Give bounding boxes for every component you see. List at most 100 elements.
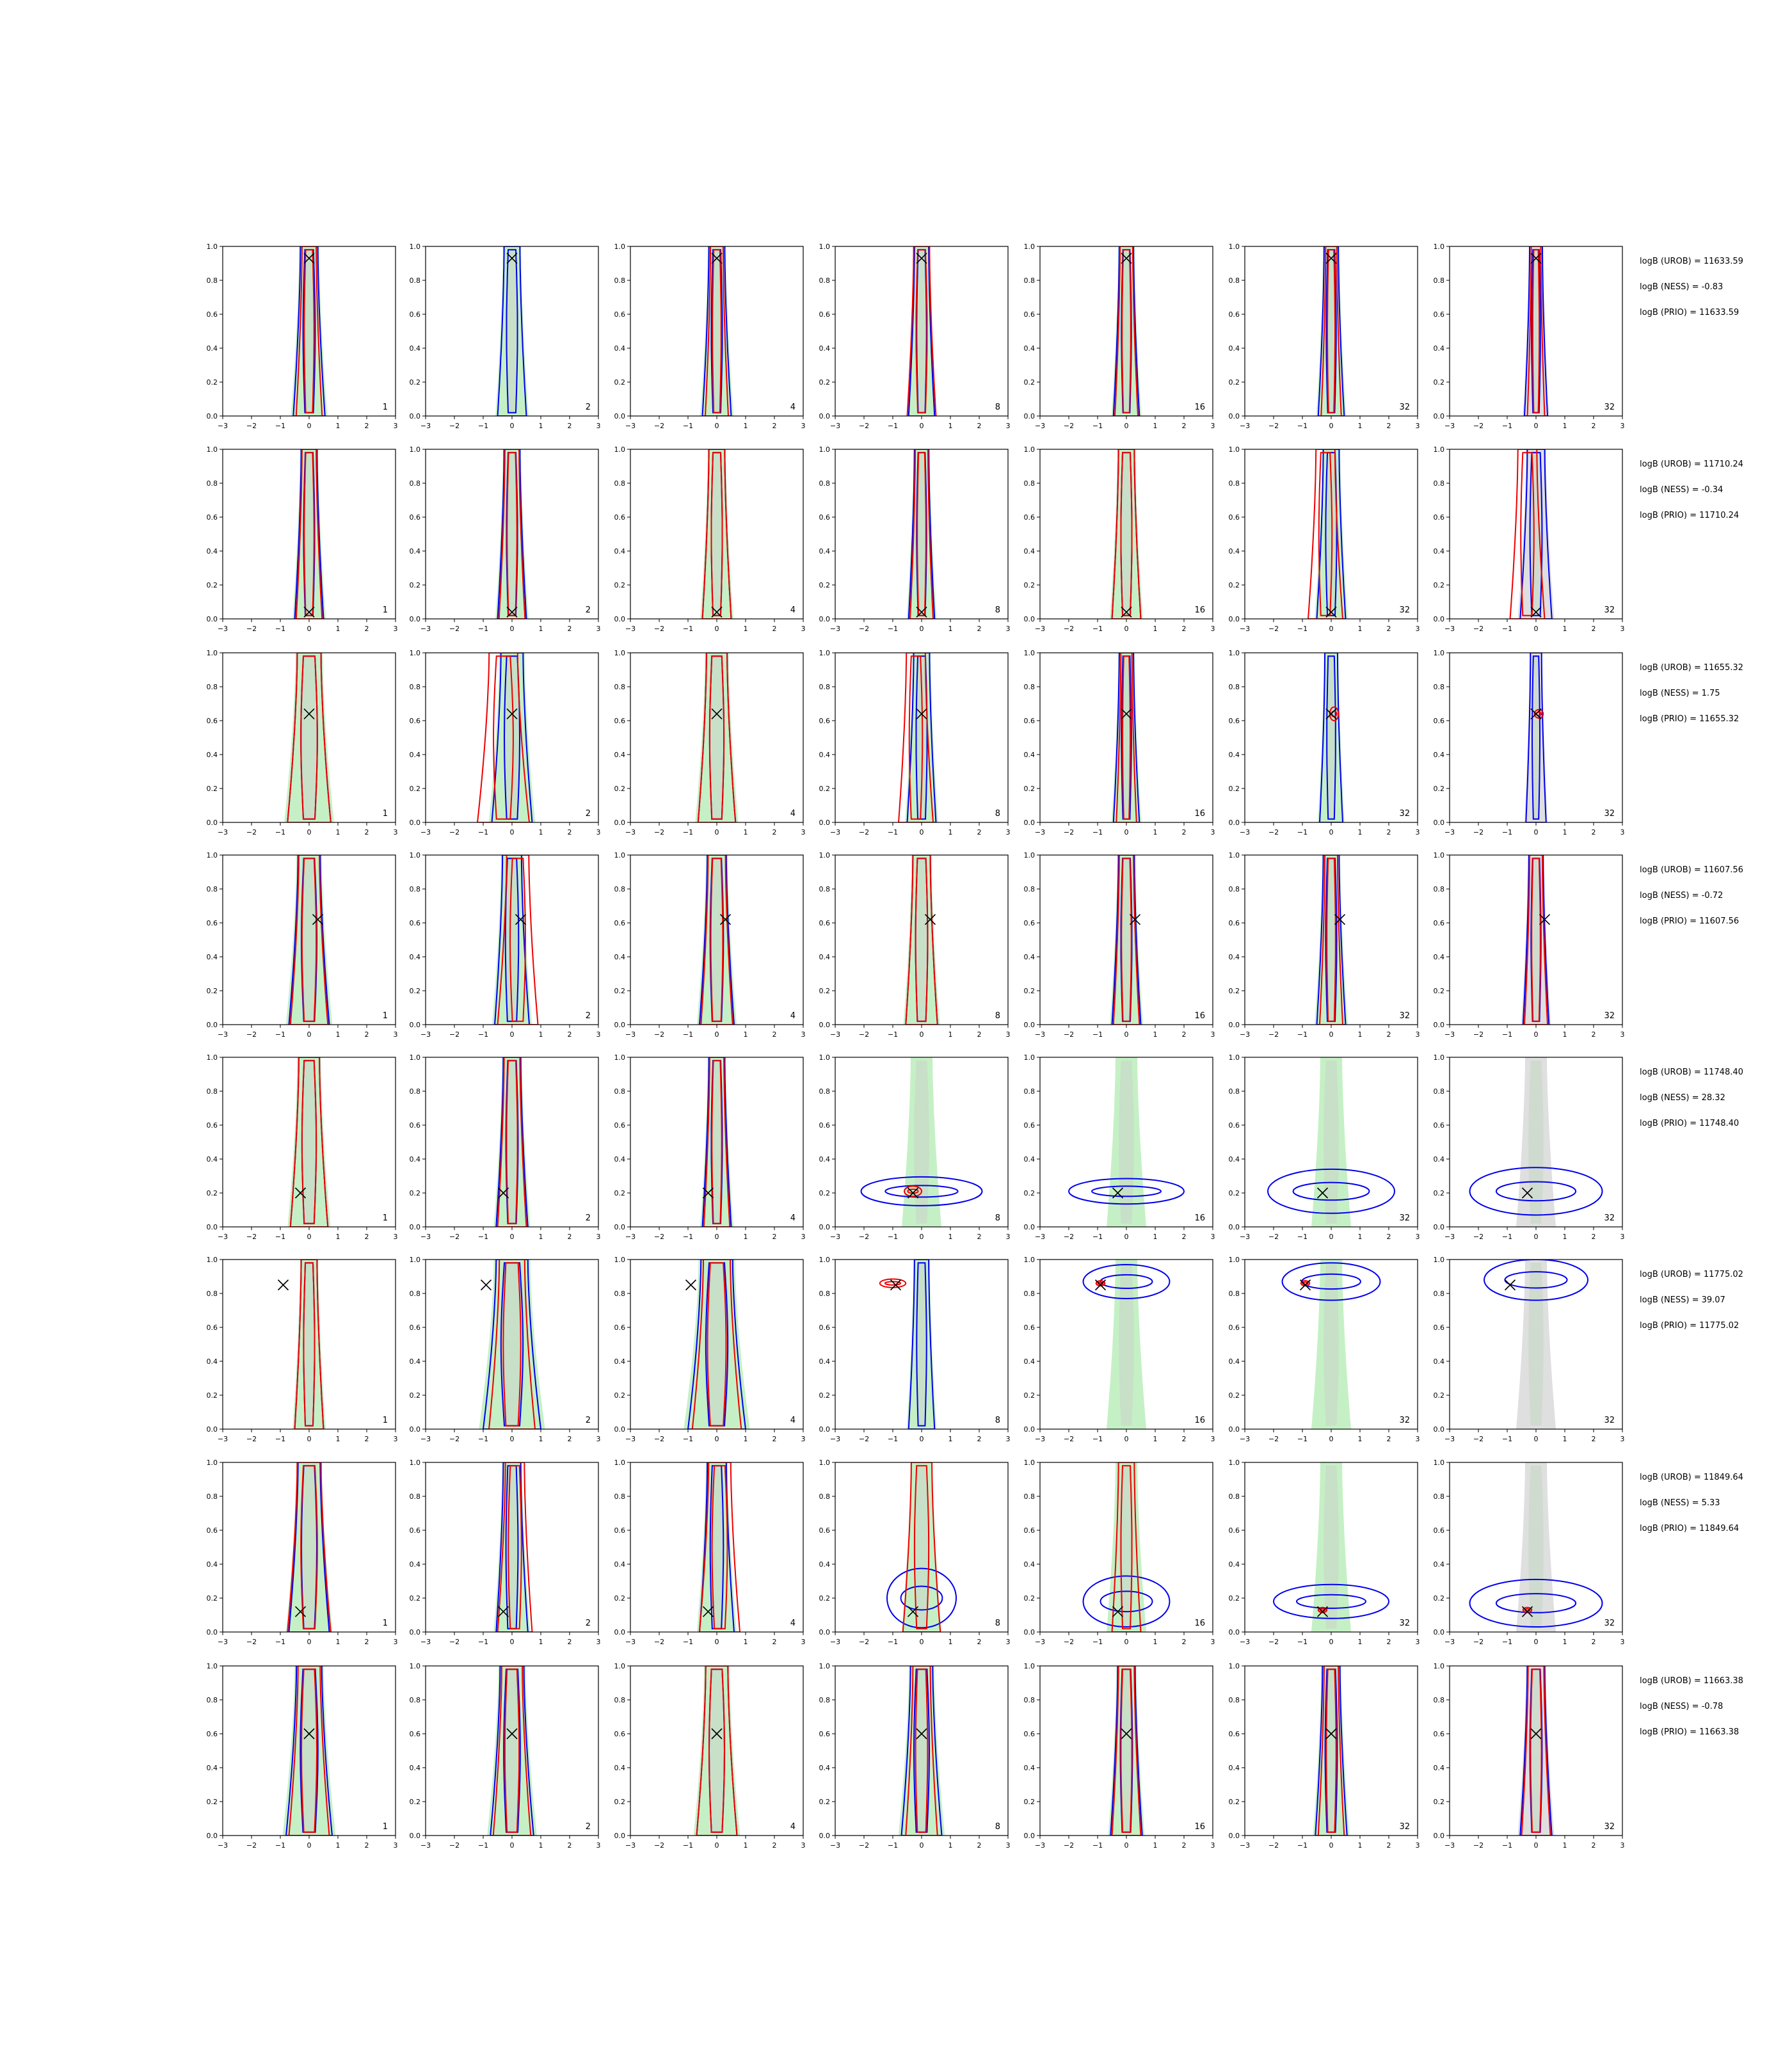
x-tick-label: −2 xyxy=(1473,1233,1484,1241)
y-tick-label: 0.8 xyxy=(410,885,421,893)
panel-r4-c3: −3 −2 −1 0 1 2 3 0.0 0.2 0.4 0.6 0.8 1.0 4 xyxy=(614,851,806,1039)
y-tick-label: 0.0 xyxy=(819,1628,831,1636)
x-tick-label: 2 xyxy=(772,1435,777,1443)
x-tick-label: −1 xyxy=(275,422,285,430)
panel-r2-c3: −3 −2 −1 0 1 2 3 0.0 0.2 0.4 0.6 0.8 1.0 4 xyxy=(614,445,806,633)
y-tick-label: 0.4 xyxy=(1434,344,1445,353)
y-tick-label: 0.8 xyxy=(1229,1290,1240,1298)
y-tick-label: 0.8 xyxy=(614,885,626,893)
x-tick-label: −3 xyxy=(1240,1233,1250,1241)
contour-blue-outer xyxy=(288,855,330,1025)
contour-red-inner xyxy=(300,1668,318,1833)
plot-area xyxy=(287,1057,331,1227)
panel-r6-c4: −3 −2 −1 0 1 2 3 0.0 0.2 0.4 0.6 0.8 1.0 8 xyxy=(819,1256,1011,1443)
panel-r3-c4: −3 −2 −1 0 1 2 3 0.0 0.2 0.4 0.6 0.8 1.0 8 xyxy=(819,649,1011,836)
y-tick-label: 0.8 xyxy=(410,1696,421,1704)
y-tick-label: 0.2 xyxy=(1024,987,1036,995)
x-tick-label: −1 xyxy=(1502,1435,1512,1443)
panel-annotation: 4 xyxy=(790,1011,796,1021)
x-tick-label: 3 xyxy=(1416,1841,1420,1850)
x-tick-label: 1 xyxy=(1153,625,1158,633)
panel-annotation: 2 xyxy=(586,403,591,412)
y-tick-label: 0.2 xyxy=(1229,378,1240,387)
y-tick-label: 1.0 xyxy=(410,445,421,454)
panel-annotation: 32 xyxy=(1399,1011,1410,1021)
contour-red-inner xyxy=(303,452,315,616)
contour-blue-inner xyxy=(500,1262,524,1427)
truth-marker xyxy=(480,1279,492,1291)
logB-urob-label: logB (UROB) = 11849.64 xyxy=(1640,1473,1743,1482)
x-tick-label: −2 xyxy=(1473,1435,1484,1443)
truth-marker xyxy=(1121,708,1132,719)
contour-blue-inner xyxy=(1504,1271,1568,1289)
x-tick-label: 2 xyxy=(1592,625,1596,633)
y-tick-label: 0.6 xyxy=(410,1121,421,1130)
plot-area xyxy=(906,246,937,416)
y-tick-label: 0.2 xyxy=(1024,1391,1036,1400)
panel-r7-c3: −3 −2 −1 0 1 2 3 0.0 0.2 0.4 0.6 0.8 1.0 4 xyxy=(614,1459,806,1646)
y-tick-label: 0.4 xyxy=(1434,1560,1445,1569)
density-core xyxy=(709,858,724,1021)
y-tick-label: 0.2 xyxy=(614,1798,626,1806)
contour-red-outer xyxy=(287,1462,332,1632)
plot-area xyxy=(700,246,733,416)
contour-red-outer xyxy=(697,653,737,822)
x-tick-label: −2 xyxy=(1064,625,1074,633)
y-tick-label: 1.0 xyxy=(819,1662,831,1670)
panel-annotation: 1 xyxy=(383,403,388,412)
x-tick-label: 2 xyxy=(977,422,982,430)
y-tick-label: 0.6 xyxy=(207,513,218,522)
y-tick-label: 1.0 xyxy=(207,1662,218,1670)
x-tick-label: 0 xyxy=(920,1435,924,1443)
x-tick-label: −2 xyxy=(1268,625,1279,633)
x-tick-label: 2 xyxy=(977,1841,982,1850)
x-tick-label: 0 xyxy=(510,1435,515,1443)
logB-prio-label: logB (PRIO) = 11663.38 xyxy=(1640,1727,1739,1737)
panel-annotation: 1 xyxy=(383,1213,388,1223)
x-tick-label: −1 xyxy=(1092,422,1103,430)
y-tick-label: 0.4 xyxy=(1434,1155,1445,1164)
x-tick-label: 3 xyxy=(1006,625,1011,633)
panel-annotation: 1 xyxy=(383,605,388,615)
y-tick-label: 0.8 xyxy=(1434,1290,1445,1298)
x-tick-label: 0 xyxy=(1124,1435,1129,1443)
plot-area xyxy=(1521,855,1551,1025)
plot-area xyxy=(697,855,737,1025)
contour-red-inner xyxy=(915,858,929,1022)
x-tick-label: 3 xyxy=(1006,1841,1011,1850)
y-tick-label: 0.0 xyxy=(614,1021,626,1029)
x-tick-label: 2 xyxy=(772,1841,777,1850)
y-tick-label: 0.4 xyxy=(614,1560,626,1569)
y-tick-label: 0.0 xyxy=(207,1425,218,1434)
y-tick-label: 0.8 xyxy=(207,683,218,691)
panel-r6-c1: −3 −2 −1 0 1 2 3 0.0 0.2 0.4 0.6 0.8 1.0 1 xyxy=(207,1256,398,1443)
x-tick-label: −3 xyxy=(830,422,840,430)
plot-area xyxy=(898,1666,945,1836)
contour-blue-outer xyxy=(701,246,732,416)
density-core xyxy=(916,1263,927,1426)
x-tick-label: −3 xyxy=(625,625,636,633)
x-tick-label: 2 xyxy=(568,1233,572,1241)
y-tick-label: 0.6 xyxy=(1024,1121,1036,1130)
logB-ness-label: logB (NESS) = -0.34 xyxy=(1640,485,1723,495)
logB-prio-label: logB (PRIO) = 11710.24 xyxy=(1640,511,1739,520)
y-tick-label: 0.0 xyxy=(1434,615,1445,623)
x-tick-label: 0 xyxy=(510,1638,515,1646)
plot-area xyxy=(1273,1462,1389,1632)
plot-area xyxy=(1315,855,1348,1025)
x-tick-label: 0 xyxy=(1329,1233,1334,1241)
contour-red-inner xyxy=(707,1262,727,1427)
contour-red-inner xyxy=(1318,452,1333,616)
panel-annotation: 4 xyxy=(790,1213,796,1223)
contour-red-outer xyxy=(703,1057,731,1227)
y-tick-label: 0.4 xyxy=(1024,344,1036,353)
truth-marker xyxy=(916,252,927,264)
x-tick-label: 3 xyxy=(1211,828,1215,836)
y-tick-label: 1.0 xyxy=(1434,1662,1445,1670)
truth-marker xyxy=(303,708,315,719)
x-tick-label: 2 xyxy=(1592,1030,1596,1039)
y-tick-label: 0.2 xyxy=(1229,785,1240,793)
contour-red-outer xyxy=(1307,449,1344,619)
y-tick-label: 1.0 xyxy=(819,445,831,454)
panel-r5-c1: −3 −2 −1 0 1 2 3 0.0 0.2 0.4 0.6 0.8 1.0 1 xyxy=(207,1053,398,1241)
